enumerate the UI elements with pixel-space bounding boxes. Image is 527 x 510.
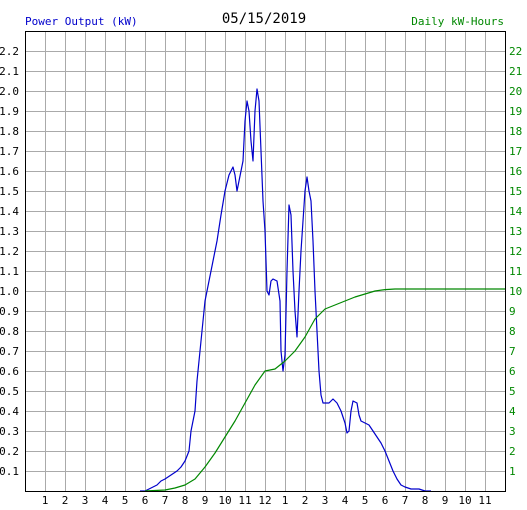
x-tick-label: 5 bbox=[122, 494, 129, 507]
right-tick-label: 19 bbox=[509, 105, 522, 118]
right-tick-label: 7 bbox=[509, 345, 516, 358]
right-tick-label: 4 bbox=[509, 405, 516, 418]
right-axis-title: Daily kW-Hours bbox=[411, 15, 504, 28]
right-tick-label: 12 bbox=[509, 245, 522, 258]
left-tick-label: 1.2 bbox=[0, 245, 19, 258]
left-tick-label: 1.3 bbox=[0, 225, 19, 238]
x-tick-label: 9 bbox=[442, 494, 449, 507]
right-tick-label: 21 bbox=[509, 65, 522, 78]
x-tick-label: 11 bbox=[478, 494, 491, 507]
right-tick-label: 8 bbox=[509, 325, 516, 338]
right-tick-label: 10 bbox=[509, 285, 522, 298]
right-tick-label: 13 bbox=[509, 225, 522, 238]
plot-frame bbox=[25, 31, 506, 492]
right-tick-label: 11 bbox=[509, 265, 522, 278]
left-tick-label: 1.9 bbox=[0, 105, 19, 118]
left-tick-label: 2.2 bbox=[0, 45, 19, 58]
x-tick-label: 10 bbox=[458, 494, 471, 507]
x-tick-label: 5 bbox=[362, 494, 369, 507]
left-tick-label: 1.0 bbox=[0, 285, 19, 298]
x-tick-label: 1 bbox=[282, 494, 289, 507]
right-tick-label: 6 bbox=[509, 365, 516, 378]
x-tick-label: 4 bbox=[102, 494, 109, 507]
x-tick-label: 11 bbox=[238, 494, 251, 507]
right-tick-label: 17 bbox=[509, 145, 522, 158]
x-tick-label: 8 bbox=[422, 494, 429, 507]
left-tick-label: 1.6 bbox=[0, 165, 19, 178]
right-tick-label: 22 bbox=[509, 45, 522, 58]
left-tick-label: 0.4 bbox=[0, 405, 19, 418]
left-tick-label: 0.1 bbox=[0, 465, 19, 478]
x-tick-label: 2 bbox=[302, 494, 309, 507]
left-tick-label: 2.1 bbox=[0, 65, 19, 78]
left-tick-label: 1.5 bbox=[0, 185, 19, 198]
x-tick-label: 4 bbox=[342, 494, 349, 507]
x-tick-label: 3 bbox=[322, 494, 329, 507]
left-tick-label: 0.3 bbox=[0, 425, 19, 438]
right-tick-label: 5 bbox=[509, 385, 516, 398]
right-tick-label: 15 bbox=[509, 185, 522, 198]
left-tick-label: 0.7 bbox=[0, 345, 19, 358]
left-tick-label: 0.2 bbox=[0, 445, 19, 458]
power-output-line bbox=[140, 88, 431, 492]
left-tick-label: 0.6 bbox=[0, 365, 19, 378]
grid-lines bbox=[25, 31, 505, 491]
left-tick-label: 0.5 bbox=[0, 385, 19, 398]
right-tick-label: 14 bbox=[509, 205, 523, 218]
chart-date-title: 05/15/2019 bbox=[222, 11, 306, 27]
x-tick-label: 8 bbox=[182, 494, 189, 507]
left-tick-label: 2.0 bbox=[0, 85, 19, 98]
x-axis-ticks: 1 2 3 4 5 6 7 8 9 10 11 12 1 2 3 4 5 6 7 8 9 10 11 bbox=[42, 494, 492, 507]
x-tick-label: 2 bbox=[62, 494, 69, 507]
x-tick-label: 7 bbox=[162, 494, 169, 507]
x-tick-label: 6 bbox=[382, 494, 389, 507]
left-tick-label: 1.7 bbox=[0, 145, 19, 158]
right-tick-label: 9 bbox=[509, 305, 516, 318]
x-tick-label: 9 bbox=[202, 494, 209, 507]
x-tick-label: 12 bbox=[258, 494, 271, 507]
left-tick-label: 1.4 bbox=[0, 205, 19, 218]
left-tick-label: 1.1 bbox=[0, 265, 19, 278]
x-tick-label: 1 bbox=[42, 494, 49, 507]
x-tick-label: 10 bbox=[218, 494, 231, 507]
right-tick-label: 18 bbox=[509, 125, 522, 138]
right-tick-label: 3 bbox=[509, 425, 516, 438]
left-tick-label: 0.9 bbox=[0, 305, 19, 318]
left-tick-label: 0.8 bbox=[0, 325, 19, 338]
x-tick-label: 6 bbox=[142, 494, 149, 507]
right-tick-label: 2 bbox=[509, 445, 516, 458]
right-tick-label: 1 bbox=[509, 465, 516, 478]
left-tick-label: 1.8 bbox=[0, 125, 19, 138]
series-layer bbox=[140, 88, 505, 492]
left-axis-ticks: 0.1 0.2 0.3 0.4 0.5 0.6 0.7 0.8 0.9 1.0 1.1 1.2 1.3 1… bbox=[0, 45, 19, 478]
x-tick-label: 3 bbox=[82, 494, 89, 507]
right-tick-label: 20 bbox=[509, 85, 522, 98]
daily-kwh-line bbox=[144, 288, 505, 492]
x-tick-label: 7 bbox=[402, 494, 409, 507]
right-tick-label: 16 bbox=[509, 165, 522, 178]
left-axis-title: Power Output (kW) bbox=[25, 15, 138, 28]
